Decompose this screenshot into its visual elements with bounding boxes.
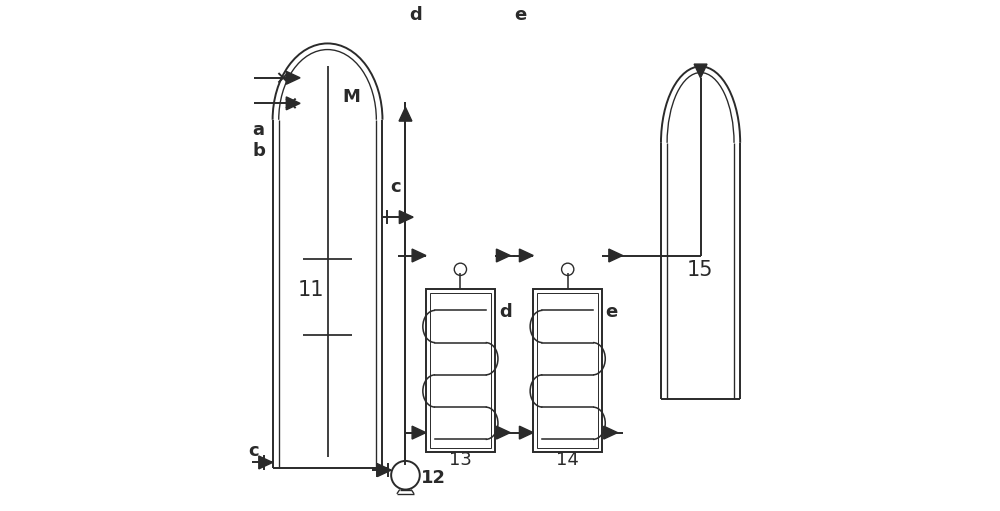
Bar [430, 293, 491, 448]
Text: 11: 11 [298, 281, 324, 300]
Polygon shape [496, 426, 510, 439]
Text: M: M [343, 88, 360, 106]
Text: a: a [252, 122, 264, 140]
Polygon shape [519, 426, 533, 439]
Bar [426, 289, 495, 452]
Bar [537, 293, 598, 448]
Polygon shape [259, 456, 273, 469]
Text: 15: 15 [687, 260, 714, 280]
Polygon shape [694, 64, 707, 78]
Text: e: e [605, 303, 618, 321]
Text: 13: 13 [449, 451, 472, 469]
Polygon shape [519, 249, 533, 262]
Polygon shape [412, 426, 426, 439]
Text: e: e [514, 7, 526, 25]
Polygon shape [604, 426, 618, 439]
Text: 14: 14 [556, 451, 579, 469]
Polygon shape [286, 97, 300, 110]
Polygon shape [377, 463, 391, 477]
Text: 12: 12 [421, 469, 446, 487]
Polygon shape [399, 211, 413, 224]
Text: b: b [252, 142, 265, 160]
Text: c: c [249, 442, 259, 460]
Polygon shape [286, 72, 300, 84]
Polygon shape [609, 249, 623, 262]
Polygon shape [399, 107, 412, 121]
Polygon shape [412, 249, 426, 262]
Text: c: c [390, 178, 401, 196]
Text: d: d [409, 7, 422, 25]
Polygon shape [496, 249, 510, 262]
Text: d: d [499, 303, 512, 321]
Bar [533, 289, 602, 452]
